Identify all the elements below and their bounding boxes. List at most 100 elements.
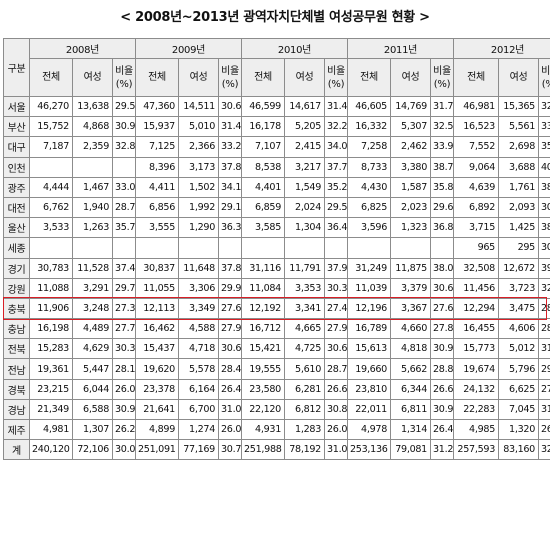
region-cell: 제주 <box>3 418 30 441</box>
female-cell: 77,169 <box>178 439 219 461</box>
female-cell: 14,617 <box>284 95 325 118</box>
female-cell: 3,475 <box>498 297 539 320</box>
total-cell: 15,613 <box>347 338 391 360</box>
total-cell: 16,198 <box>29 318 73 340</box>
female-cell: 78,192 <box>284 439 325 461</box>
female-cell: 6,588 <box>72 398 113 421</box>
total-column-header: 전체 <box>347 58 391 97</box>
total-cell: 31,249 <box>347 257 391 279</box>
female-cell: 3,367 <box>390 297 431 320</box>
ratio-cell <box>112 156 136 178</box>
female-cell <box>284 237 325 259</box>
total-cell: 4,430 <box>347 176 391 198</box>
female-cell: 5,796 <box>498 358 539 380</box>
female-cell: 3,217 <box>284 156 325 178</box>
total-cell: 15,937 <box>135 116 179 138</box>
ratio-cell: 30.8 <box>324 398 348 421</box>
female-cell: 4,725 <box>284 338 325 360</box>
ratio-cell: 28.8 <box>430 358 454 380</box>
female-cell: 13,638 <box>72 95 113 118</box>
female-cell: 1,467 <box>72 176 113 198</box>
female-cell: 72,106 <box>72 439 113 461</box>
region-cell: 강원 <box>3 277 30 299</box>
ratio-cell: 37.8 <box>218 257 242 279</box>
total-cell: 4,985 <box>453 418 499 441</box>
total-cell: 19,620 <box>135 358 179 380</box>
ratio-cell: 26.0 <box>218 418 242 441</box>
female-cell: 3,380 <box>390 156 431 178</box>
total-column-header: 전체 <box>29 58 73 97</box>
total-cell: 3,715 <box>453 217 499 239</box>
female-cell: 1,290 <box>178 217 219 239</box>
total-cell: 8,538 <box>241 156 285 178</box>
ratio-cell: 27.8 <box>430 318 454 340</box>
total-cell: 21,641 <box>135 398 179 421</box>
total-cell: 4,444 <box>29 176 73 198</box>
ratio-cell: 26.6 <box>324 378 348 400</box>
female-cell: 5,205 <box>284 116 325 138</box>
table-row: 충북 11,906 3,248 27.3 12,113 3,349 27.6 12,192 3,… <box>3 297 550 320</box>
female-cell: 11,528 <box>72 257 113 279</box>
ratio-cell: 27.5 <box>538 378 550 400</box>
total-cell <box>135 237 179 259</box>
total-cell: 46,605 <box>347 95 391 118</box>
ratio-cell: 26.4 <box>430 418 454 441</box>
ratio-column-header: 비율(%) <box>538 58 550 97</box>
female-column-header: 여성 <box>390 58 431 97</box>
female-cell: 6,811 <box>390 398 431 421</box>
total-cell: 11,055 <box>135 277 179 299</box>
ratio-cell: 36.8 <box>430 217 454 239</box>
total-cell: 11,456 <box>453 277 499 299</box>
year-header: 2009년 <box>135 38 242 59</box>
female-cell: 6,625 <box>498 378 539 400</box>
ratio-cell: 32.5 <box>430 116 454 138</box>
total-cell: 46,981 <box>453 95 499 118</box>
ratio-cell: 32.3 <box>538 439 550 461</box>
ratio-cell: 33.9 <box>430 136 454 158</box>
total-column-header: 전체 <box>135 58 179 97</box>
total-cell: 21,349 <box>29 398 73 421</box>
female-cell: 1,425 <box>498 217 539 239</box>
total-cell: 15,283 <box>29 338 73 360</box>
female-cell: 4,868 <box>72 116 113 138</box>
female-cell: 295 <box>498 237 539 259</box>
total-cell: 12,196 <box>347 297 391 320</box>
female-cell: 14,769 <box>390 95 431 118</box>
total-cell: 15,773 <box>453 338 499 360</box>
total-cell: 8,396 <box>135 156 179 178</box>
ratio-cell: 26.6 <box>430 378 454 400</box>
female-cell: 4,718 <box>178 338 219 360</box>
table-row: 대구 7,187 2,359 32.8 7,125 2,366 33.2 7,107 2,415… <box>3 136 550 158</box>
female-cell: 5,010 <box>178 116 219 138</box>
ratio-cell: 30.6 <box>538 237 550 259</box>
total-cell: 19,660 <box>347 358 391 380</box>
total-cell: 16,178 <box>241 116 285 138</box>
ratio-cell: 31.4 <box>324 95 348 118</box>
female-cell: 15,365 <box>498 95 539 118</box>
total-cell <box>347 237 391 259</box>
ratio-cell: 30.9 <box>112 116 136 138</box>
ratio-cell: 35.7 <box>538 136 550 158</box>
total-cell: 3,585 <box>241 217 285 239</box>
table-row: 세종 96529530.6 <box>3 237 550 259</box>
ratio-cell: 31.6 <box>538 398 550 421</box>
ratio-cell: 27.4 <box>324 297 348 320</box>
total-cell: 47,360 <box>135 95 179 118</box>
female-cell: 3,723 <box>498 277 539 299</box>
ratio-cell: 28.7 <box>324 358 348 380</box>
total-cell: 23,810 <box>347 378 391 400</box>
female-cell: 3,353 <box>284 277 325 299</box>
ratio-cell: 39.0 <box>538 257 550 279</box>
ratio-cell: 29.9 <box>218 277 242 299</box>
female-cell: 1,761 <box>498 176 539 198</box>
female-cell: 4,660 <box>390 318 431 340</box>
female-column-header: 여성 <box>284 58 325 97</box>
female-cell: 5,447 <box>72 358 113 380</box>
ratio-cell: 27.6 <box>218 297 242 320</box>
ratio-cell: 30.6 <box>324 338 348 360</box>
total-cell <box>29 237 73 259</box>
total-cell: 22,120 <box>241 398 285 421</box>
total-cell: 8,733 <box>347 156 391 178</box>
female-cell <box>178 237 219 259</box>
table-row: 광주 4,444 1,467 33.0 4,411 1,502 34.1 4,401 1,549… <box>3 176 550 198</box>
